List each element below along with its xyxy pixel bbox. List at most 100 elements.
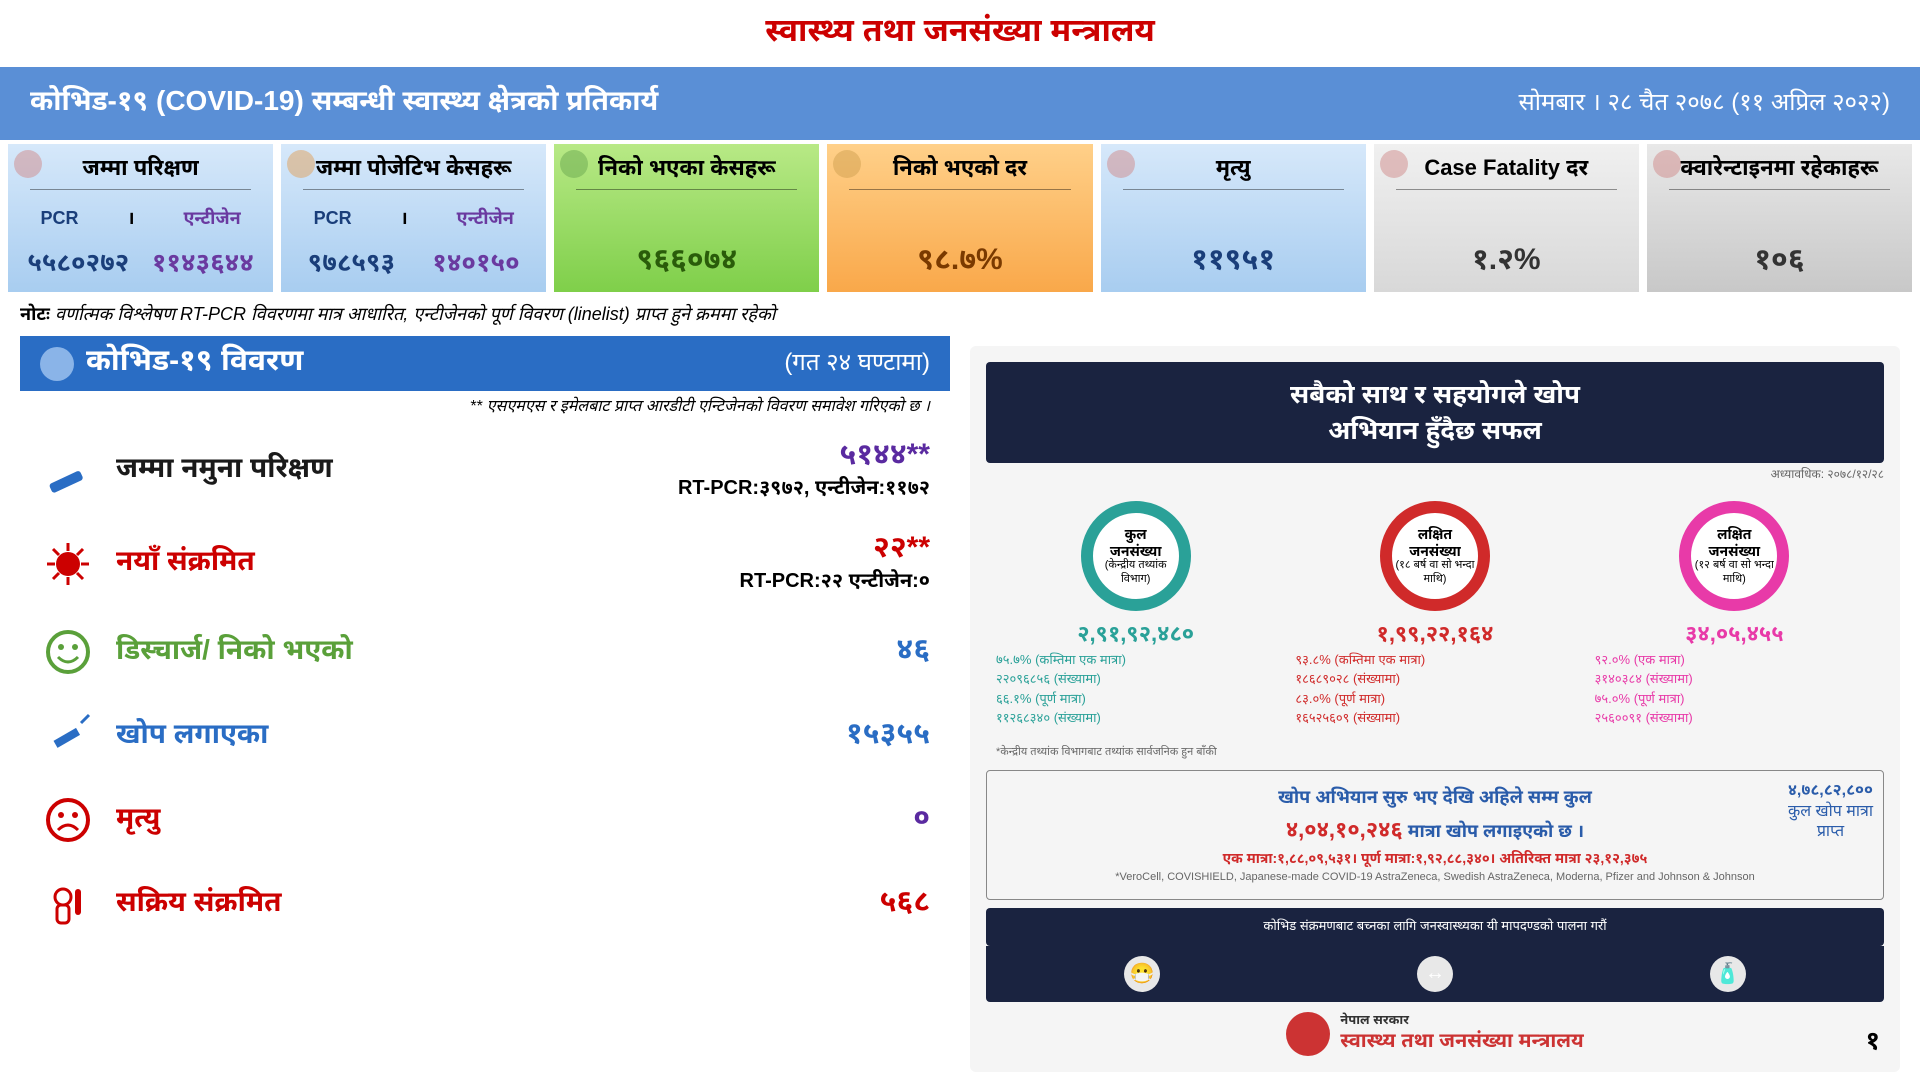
vacc-line: २५६००९१ (संख्यामा) (1595, 708, 1874, 728)
card-title: मृत्यु (1123, 154, 1344, 190)
card-value: १.२% (1382, 243, 1631, 282)
val-pcr: ९७८५९३ (308, 247, 395, 282)
wash-icon: 🧴 (1710, 956, 1746, 992)
note-text: वर्णात्मक विश्लेषण RT-PCR विवरणमा मात्र … (55, 304, 775, 324)
virus-icon (287, 150, 315, 178)
vacc-line: १८६८९०२८ (संख्यामा) (1295, 669, 1574, 689)
vacc-bottom-tiny: *VeroCell, COVISHIELD, Japanese-made COV… (999, 869, 1871, 887)
circle-mid: जनसंख्या (1110, 543, 1162, 560)
stat-row-tests: जम्मा नमुना परिक्षण ५१४४** RT-PCR:३९७२, … (20, 424, 950, 517)
card-recovery-rate: निको भएको दर ९८.७% (827, 144, 1092, 292)
card-title: जम्मा परिक्षण (30, 154, 251, 190)
vaccine-header-l1: सबैको साथ र सहयोगले खोप (1000, 376, 1870, 412)
vacc-line: ९२.०% (एक मात्रा) (1595, 650, 1874, 670)
note-line: नोटः वर्णात्मक विश्लेषण RT-PCR विवरणमा म… (0, 296, 1920, 336)
vaccine-col-3: लक्षित जनसंख्या (१२ बर्ष वा सो भन्दा माथ… (1585, 501, 1884, 728)
card-total-tests: जम्मा परिक्षण PCR । एन्टीजेन ५५८०२७२ ११४… (8, 144, 273, 292)
virus-icon (14, 150, 42, 178)
swab-icon (40, 443, 96, 499)
sub-antigen: एन्टीजेन (184, 208, 241, 232)
note-label: नोटः (20, 304, 50, 324)
virus-icon (1653, 150, 1681, 178)
vacc-line: ८३.०% (पूर्ण मात्रा) (1295, 689, 1574, 709)
val-antigen: १४०१५० (432, 247, 519, 282)
subtitle-left: कोभिड-१९ (COVID-19) सम्बन्धी स्वास्थ्य क… (30, 85, 658, 122)
card-title: जम्मा पोजेटिभ केसहरू (303, 154, 524, 190)
circle-top: लक्षित (1717, 526, 1751, 543)
card-title: क्वारेन्टाइनमा रहेकाहरू (1669, 154, 1890, 190)
virus-icon (1107, 150, 1135, 178)
stat-label: खोप लगाएका (116, 718, 846, 755)
stat-row-new-infected: नयाँ संक्रमित २२** RT-PCR:२२ एन्टीजेन:० (20, 517, 950, 610)
card-title: निको भएका केसहरू (576, 154, 797, 190)
circle-icon: लक्षित जनसंख्या (१२ बर्ष वा सो भन्दा माथ… (1679, 501, 1789, 611)
vacc-line: २२०९६८५६ (संख्यामा) (996, 669, 1275, 689)
footer-ministry: स्वास्थ्य तथा जनसंख्या मन्त्रालय (1340, 1030, 1584, 1056)
card-deaths: मृत्यु ११९५१ (1101, 144, 1366, 292)
stat-row-discharged: डिस्चार्ज/ निको भएको ४६ (20, 610, 950, 694)
vacc-line: ६६.१% (पूर्ण मात्रा) (996, 689, 1275, 709)
circle-top: लक्षित (1418, 526, 1452, 543)
card-value: ११९५१ (1109, 243, 1358, 282)
fever-icon (40, 876, 96, 932)
stat-value: ४६ (896, 633, 930, 672)
stat-value: २२** (740, 531, 930, 570)
val-antigen: ११४३६४४ (152, 247, 254, 282)
side-mid: कुल खोप मात्रा (1788, 802, 1873, 823)
vacc-line: ३१४०३८४ (संख्यामा) (1595, 669, 1874, 689)
circle-icon: कुल जनसंख्या (केन्द्रीय तथ्यांक विभाग) (1081, 501, 1191, 611)
vaccine-central-note: *केन्द्रीय तथ्यांक विभागबाट तथ्यांक सार्… (996, 746, 1874, 760)
vaccine-circles-row: कुल जनसंख्या (केन्द्रीय तथ्यांक विभाग) २… (986, 501, 1884, 728)
card-title: Case Fatality दर (1396, 154, 1617, 190)
circle-mid: जनसंख्या (1709, 543, 1761, 560)
stat-row-deaths: मृत्यु ० (20, 778, 950, 862)
circle-bot: (१२ बर्ष वा सो भन्दा माथि) (1691, 559, 1777, 585)
stat-label: सक्रिय संक्रमित (116, 886, 880, 923)
stats-24h-period: (गत २४ घण्टामा) (784, 348, 930, 380)
val-pcr: ५५८०२७२ (27, 247, 129, 282)
vaccine-big-number: १,९९,२२,१६४ (1285, 621, 1584, 650)
vacc-bottom-l2b: मात्रा खोप लगाइएको छ । (1408, 821, 1584, 841)
card-recovered: निको भएका केसहरू ९६६०७४ (554, 144, 819, 292)
stats-24h-title: कोभिड-१९ विवरण (86, 344, 784, 383)
stats-24h-note: ** एसएमएस र इमेलबाट प्राप्त आरडीटी एन्टि… (20, 391, 950, 424)
vaccine-panel: सबैको साथ र सहयोगले खोप अभियान हुँदैछ सफ… (970, 336, 1900, 1082)
sub-antigen: एन्टीजेन (457, 208, 514, 232)
mask-icon: 😷 (1124, 956, 1160, 992)
vacc-line: १६५२५६०९ (संख्यामा) (1295, 708, 1574, 728)
circle-top: कुल (1125, 526, 1147, 543)
circle-bot: (१८ बर्ष वा सो भन्दा माथि) (1392, 559, 1478, 585)
stats-24h-header: कोभिड-१९ विवरण (गत २४ घण्टामा) (20, 336, 950, 391)
stat-row-vaccinated: खोप लगाएका १५३५५ (20, 694, 950, 778)
vaccine-bottom-box: ४,७८,८२,८०० कुल खोप मात्रा प्राप्त खोप अ… (986, 770, 1884, 900)
circle-mid: जनसंख्या (1409, 543, 1461, 560)
lower-section: कोभिड-१९ विवरण (गत २४ घण्टामा) ** एसएमएस… (0, 336, 1920, 1082)
vaccine-date-tag: अध्यावधिक: २०७८/१२/२८ (986, 467, 1884, 483)
sad-icon (40, 792, 96, 848)
card-value: ९६६०७४ (562, 243, 811, 282)
ministry-footer: नेपाल सरकार स्वास्थ्य तथा जनसंख्या मन्त्… (986, 1012, 1884, 1056)
stat-row-active: सक्रिय संक्रमित ५६८ (20, 862, 950, 946)
vacc-line: ७५.०% (पूर्ण मात्रा) (1595, 689, 1874, 709)
card-value: १०६ (1655, 243, 1904, 282)
vaccine-big-number: ३४,०५,४५५ (1585, 621, 1884, 650)
summary-cards-row: जम्मा परिक्षण PCR । एन्टीजेन ५५८०२७२ ११४… (0, 140, 1920, 296)
stat-value: १५३५५ (846, 717, 930, 756)
vacc-bottom-l1: खोप अभियान सुरु भए देखि अहिले सम्म कुल (999, 783, 1871, 812)
footer-top: नेपाल सरकार (1340, 1012, 1584, 1030)
card-values: ५५८०२७२ ११४३६४४ (16, 247, 265, 282)
smile-icon (40, 624, 96, 680)
circle-icon: लक्षित जनसंख्या (१८ बर्ष वा सो भन्दा माथ… (1380, 501, 1490, 611)
stat-value: ५१४४** (678, 438, 930, 477)
vacc-bottom-l2a: ४,०४,१०,२४६ (1286, 817, 1403, 842)
card-value: ९८.७% (835, 243, 1084, 282)
card-subhead: PCR । एन्टीजेन (16, 208, 265, 232)
stat-label: मृत्यु (116, 802, 913, 839)
subtitle-date: सोमबार । २८ चैत २०७८ (११ अप्रिल २०२२) (1519, 88, 1890, 120)
stat-label: नयाँ संक्रमित (116, 545, 740, 582)
stat-label: जम्मा नमुना परिक्षण (116, 452, 678, 489)
virus-icon (1380, 150, 1408, 178)
vaccine-strip: कोभिड संक्रमणबाट बच्नका लागि जनस्वास्थ्य… (986, 908, 1884, 946)
sub-sep: । (127, 208, 134, 232)
page-number: १ (1865, 1025, 1880, 1060)
